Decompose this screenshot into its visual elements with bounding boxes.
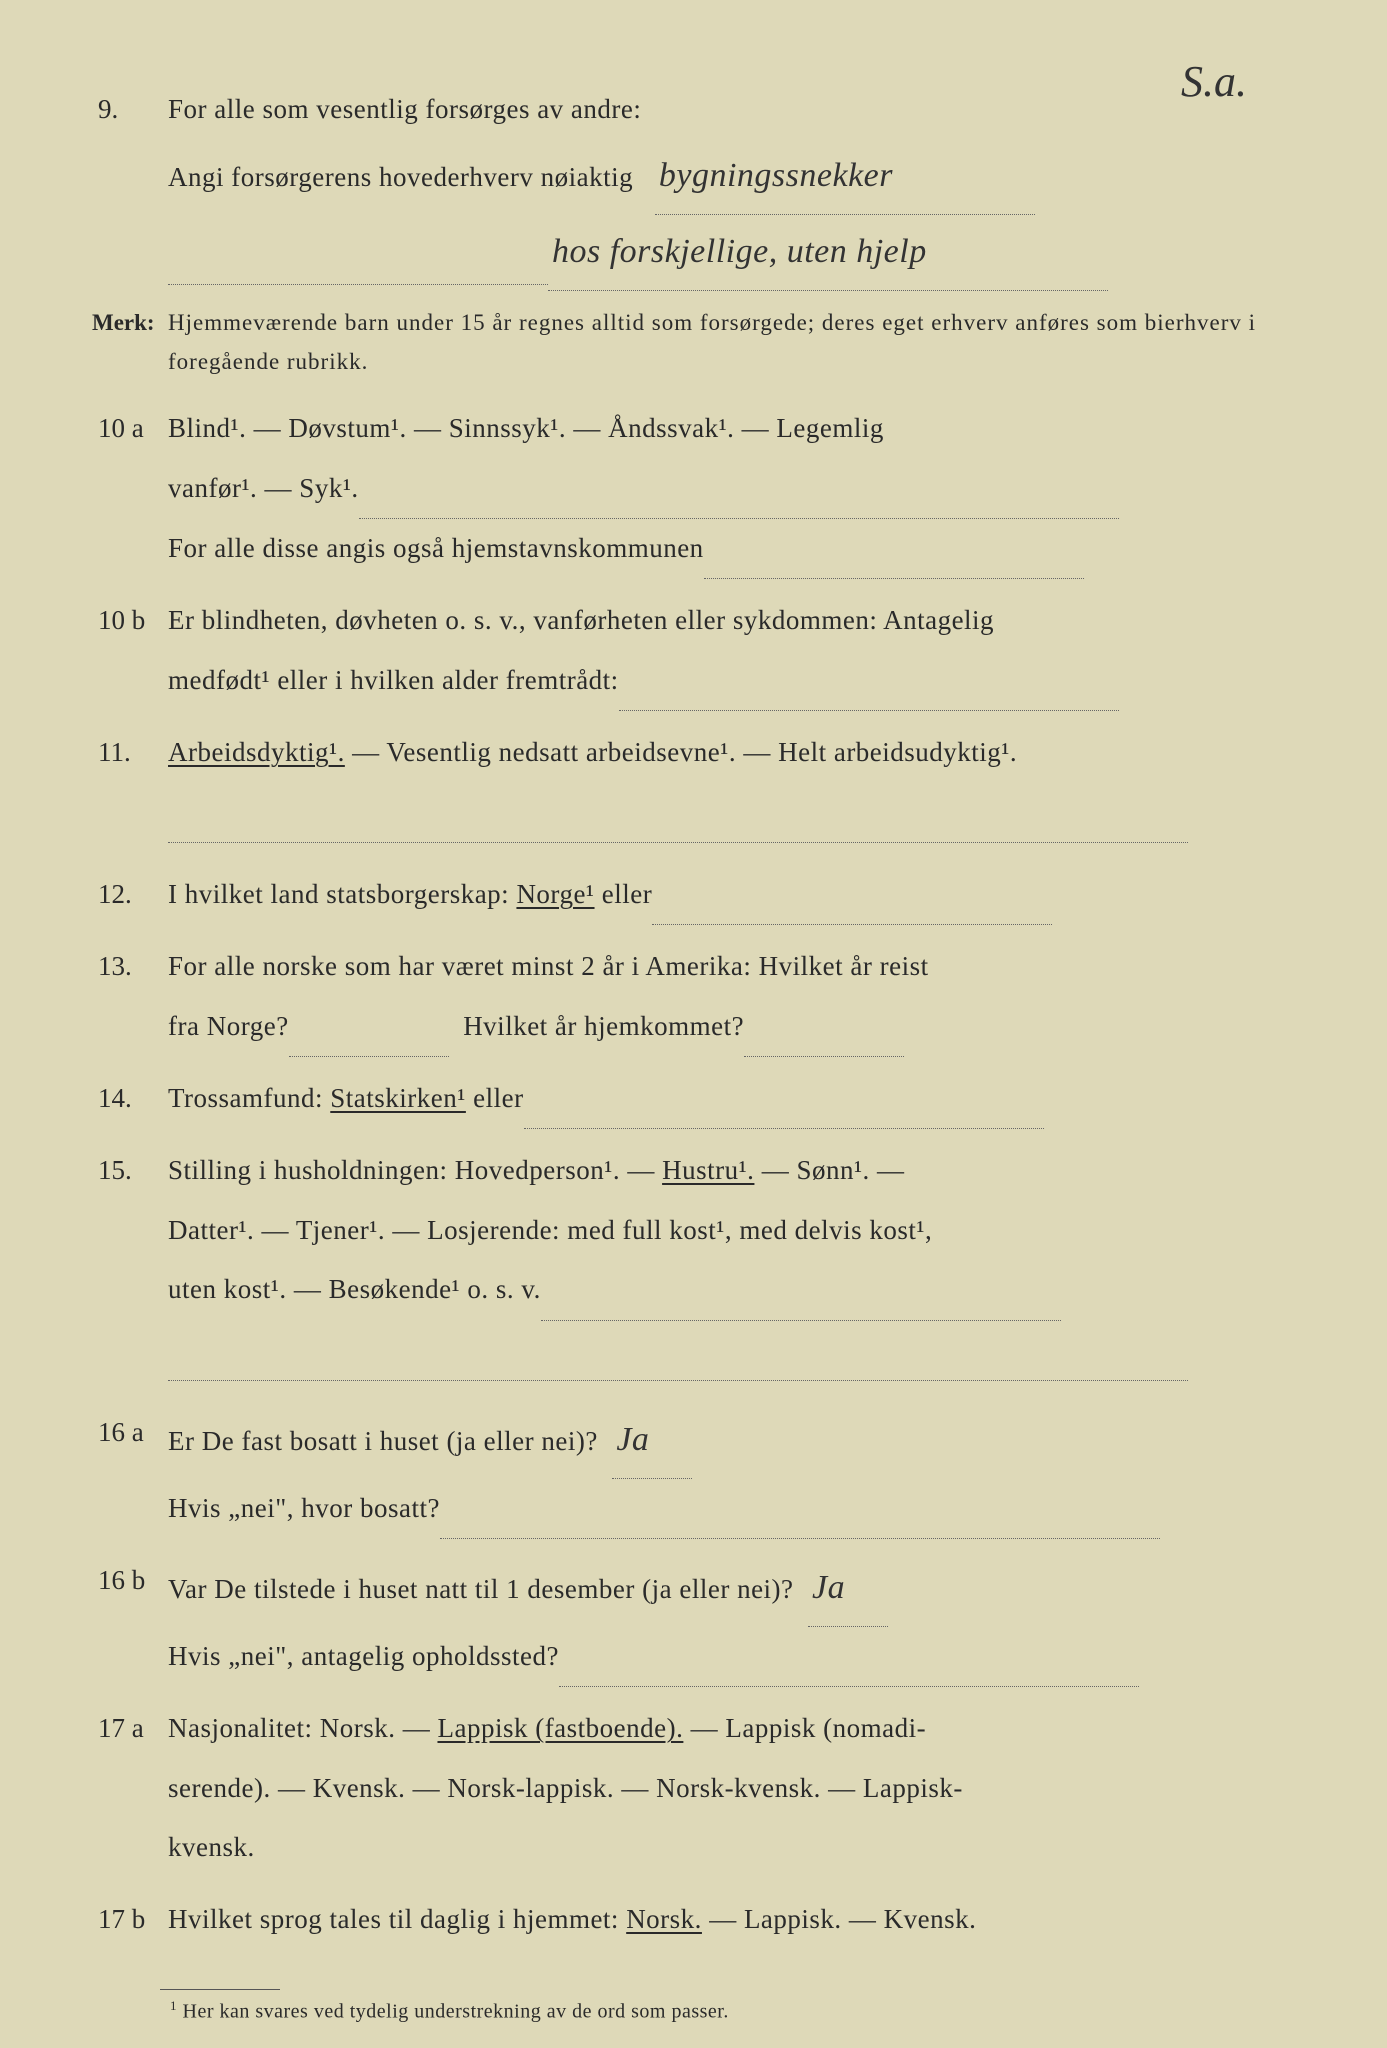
question-10a: 10 a Blind¹. — Døvstum¹. — Sinnssyk¹. — …	[90, 399, 1297, 579]
merk-note: Merk: Hjemmeværende barn under 15 år reg…	[90, 303, 1297, 381]
question-10b: 10 b Er blindheten, døvheten o. s. v., v…	[90, 591, 1297, 711]
q9-handwriting-1: bygningssnekker	[655, 139, 1035, 215]
q11-rest: — Vesentlig nedsatt arbeidsevne¹. — Helt…	[345, 737, 1017, 767]
q17a-prefix: Nasjonalitet: Norsk. —	[168, 1713, 437, 1743]
q16b-number: 16 b	[90, 1551, 168, 1610]
q16b-line2: Hvis „nei", antagelig opholdssted?	[168, 1641, 559, 1671]
footnote-rule	[160, 1989, 280, 1990]
q16a-number: 16 a	[90, 1403, 168, 1462]
q13-number: 13.	[90, 937, 168, 996]
census-form-page: 9. For alle som vesentlig forsørges av a…	[90, 80, 1297, 2008]
question-17a: 17 a Nasjonalitet: Norsk. — Lappisk (fas…	[90, 1699, 1297, 1877]
q12-number: 12.	[90, 865, 168, 924]
q11-underlined: Arbeidsdyktig¹.	[168, 737, 345, 767]
q17a-line2: serende). — Kvensk. — Norsk-lappisk. — N…	[168, 1773, 963, 1803]
q9-line1: For alle som vesentlig forsørges av andr…	[168, 94, 641, 124]
footnote-sup: 1	[170, 1998, 177, 2013]
q14-underlined: Statskirken¹	[330, 1083, 466, 1113]
q15-prefix: Stilling i husholdningen: Hovedperson¹. …	[168, 1155, 662, 1185]
question-14: 14. Trossamfund: Statskirken¹ eller	[90, 1069, 1297, 1129]
q16b-handwriting: Ja	[808, 1551, 888, 1627]
q15-suffix1: — Sønn¹. —	[754, 1155, 904, 1185]
question-12: 12. I hvilket land statsborgerskap: Norg…	[90, 865, 1297, 925]
q13-line1: For alle norske som har været minst 2 år…	[168, 951, 929, 981]
q13-line2a: fra Norge?	[168, 1011, 289, 1041]
q9-number: 9.	[90, 80, 168, 139]
q12-prefix: I hvilket land statsborgerskap:	[168, 879, 516, 909]
q10a-line3: For alle disse angis også hjemstavnskomm…	[168, 533, 704, 563]
q17b-prefix: Hvilket sprog tales til daglig i hjemmet…	[168, 1904, 626, 1934]
q14-prefix: Trossamfund:	[168, 1083, 330, 1113]
question-15: 15. Stilling i husholdningen: Hovedperso…	[90, 1141, 1297, 1381]
q11-number: 11.	[90, 723, 168, 782]
q9-handwriting-2: hos forskjellige, uten hjelp	[548, 215, 1108, 291]
question-16a: 16 a Er De fast bosatt i huset (ja eller…	[90, 1403, 1297, 1539]
q16a-line2: Hvis „nei", hvor bosatt?	[168, 1493, 440, 1523]
q16b-line1: Var De tilstede i huset natt til 1 desem…	[168, 1574, 794, 1604]
footnote-text: Her kan svares ved tydelig understreknin…	[177, 2001, 729, 2023]
footnote: 1 Her kan svares ved tydelig understrekn…	[170, 1998, 1297, 2024]
question-16b: 16 b Var De tilstede i huset natt til 1 …	[90, 1551, 1297, 1687]
q12-underlined: Norge¹	[516, 879, 594, 909]
q14-suffix: eller	[466, 1083, 524, 1113]
q10b-line1: Er blindheten, døvheten o. s. v., vanfør…	[168, 605, 994, 635]
q10b-line2: medfødt¹ eller i hvilken alder fremtrådt…	[168, 665, 619, 695]
q17a-line3: kvensk.	[168, 1832, 255, 1862]
q10b-number: 10 b	[90, 591, 168, 650]
q10a-line1: Blind¹. — Døvstum¹. — Sinnssyk¹. — Åndss…	[168, 413, 884, 443]
q17b-suffix: — Lappisk. — Kvensk.	[702, 1904, 976, 1934]
q17a-number: 17 a	[90, 1699, 168, 1758]
merk-text: Hjemmeværende barn under 15 år regnes al…	[168, 303, 1297, 381]
q10a-line2: vanfør¹. — Syk¹.	[168, 473, 359, 503]
question-13: 13. For alle norske som har været minst …	[90, 937, 1297, 1057]
q15-line3: uten kost¹. — Besøkende¹ o. s. v.	[168, 1274, 541, 1304]
q17a-suffix1: — Lappisk (nomadi-	[683, 1713, 926, 1743]
q15-line2: Datter¹. — Tjener¹. — Losjerende: med fu…	[168, 1215, 932, 1245]
q16a-line1: Er De fast bosatt i huset (ja eller nei)…	[168, 1426, 598, 1456]
q10a-number: 10 a	[90, 399, 168, 458]
q17b-underlined: Norsk.	[626, 1904, 702, 1934]
q14-number: 14.	[90, 1069, 168, 1128]
q17b-number: 17 b	[90, 1890, 168, 1949]
merk-label: Merk:	[90, 303, 168, 381]
q9-line2-prefix: Angi forsørgerens hovederhverv nøiaktig	[168, 162, 633, 192]
q15-underlined: Hustru¹.	[662, 1155, 754, 1185]
q17a-underlined: Lappisk (fastboende).	[437, 1713, 683, 1743]
question-11: 11. Arbeidsdyktig¹. — Vesentlig nedsatt …	[90, 723, 1297, 843]
q16a-handwriting: Ja	[612, 1403, 692, 1479]
question-9: 9. For alle som vesentlig forsørges av a…	[90, 80, 1297, 291]
q12-suffix: eller	[595, 879, 653, 909]
q13-line2b: Hvilket år hjemkommet?	[463, 1011, 744, 1041]
q15-number: 15.	[90, 1141, 168, 1200]
question-17b: 17 b Hvilket sprog tales til daglig i hj…	[90, 1890, 1297, 1949]
